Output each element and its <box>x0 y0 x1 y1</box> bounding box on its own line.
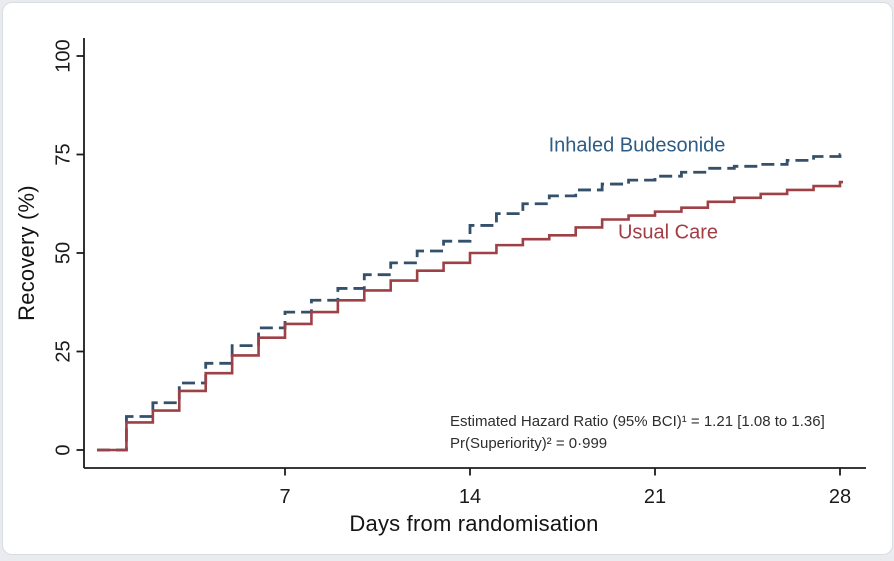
x-tick-label: 14 <box>459 486 481 508</box>
budesonide-curve <box>97 153 843 452</box>
x-tick-label: 21 <box>644 486 666 508</box>
y-tick-label: 25 <box>52 340 74 362</box>
x-tick-label: 7 <box>279 486 290 508</box>
usual-care-curve <box>97 180 843 452</box>
series-label-usual-care: Usual Care <box>617 221 719 244</box>
pr-superiority-text: Pr(Superiority)² = 0·999 <box>450 435 608 452</box>
y-tick-label: 100 <box>52 39 74 72</box>
y-tick-label: 75 <box>52 143 74 165</box>
x-axis-title: Days from randomisation <box>349 511 599 536</box>
y-tick-label: 0 <box>52 444 74 455</box>
y-axis-title: Recovery (%) <box>14 185 39 321</box>
series-label-inhaled-budesonide: Inhaled Budesonide <box>548 134 726 157</box>
hazard-ratio-text: Estimated Hazard Ratio (95% BCI)¹ = 1.21… <box>450 413 825 430</box>
x-tick-label: 28 <box>829 486 851 508</box>
annotation-block: Estimated Hazard Ratio (95% BCI)¹ = 1.21… <box>450 411 825 455</box>
y-tick-label: 50 <box>52 242 74 264</box>
